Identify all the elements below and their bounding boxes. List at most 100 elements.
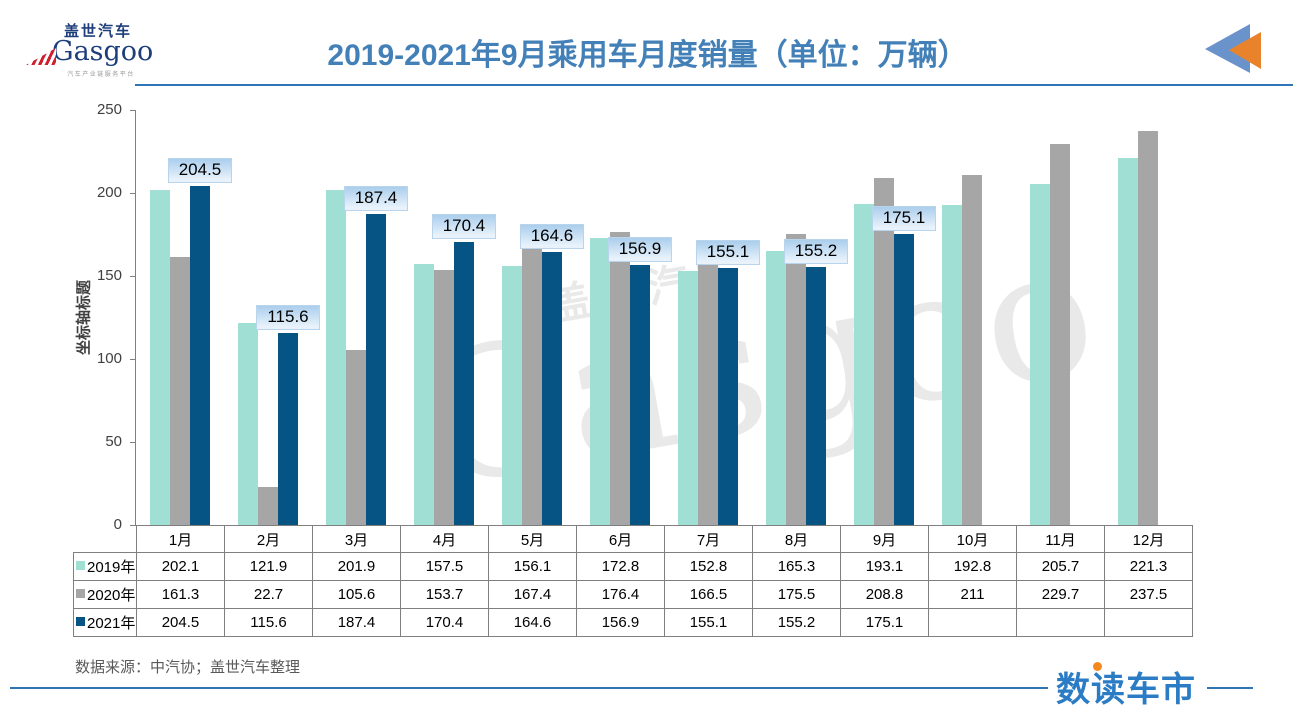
bar-2020年-3月: [346, 349, 366, 525]
sales-table: 1月 2月 3月 4月 5月 6月 7月 8月 9月 10月 11月 12月 2019年 202.1 121…: [73, 525, 1193, 637]
y-axis-line: [135, 110, 136, 525]
bar-2019年-7月: [678, 271, 698, 525]
data-label-3月: 187.4: [344, 185, 408, 211]
bar-group: [928, 110, 1016, 525]
table-month-header: 1月: [136, 525, 225, 553]
bar-2020年-12月: [1138, 130, 1158, 525]
series-legend-cell: 2020年: [73, 580, 137, 609]
y-axis-tick-label: 100: [96, 350, 122, 367]
y-axis-tick-mark: [130, 359, 136, 360]
table-value-cell: 201.9: [312, 552, 401, 581]
bar-2021年-7月: [718, 267, 738, 525]
bar-group: 115.6: [224, 110, 320, 525]
shuducheshi-logo-text: 数读车市: [1056, 671, 1196, 709]
table-value-cell: 193.1: [840, 552, 929, 581]
bar-2019年-8月: [766, 250, 786, 525]
bar-2020年-6月: [610, 232, 630, 525]
series-name: 2020年: [87, 587, 136, 604]
legend-swatch-icon: [76, 589, 85, 598]
bar-2019年-6月: [590, 238, 610, 525]
bar-2021年-6月: [630, 264, 650, 525]
table-value-cell: 156.1: [488, 552, 577, 581]
table-month-header: 10月: [928, 525, 1017, 553]
bar-2020年-1月: [170, 257, 190, 525]
table-value-cell: [928, 608, 1017, 637]
table-value-cell: 187.4: [312, 608, 401, 637]
table-value-cell: 152.8: [664, 552, 753, 581]
bar-2020年-5月: [522, 247, 542, 525]
series-legend-cell: 2019年: [73, 552, 137, 581]
table-value-cell: 105.6: [312, 580, 401, 609]
table-value-cell: 165.3: [752, 552, 841, 581]
bar-group: 155.2: [752, 110, 848, 525]
legend-swatch-icon: [76, 617, 85, 626]
table-value-cell: 172.8: [576, 552, 665, 581]
table-value-cell: 121.9: [224, 552, 313, 581]
bar-2020年-10月: [962, 174, 982, 525]
bar-2019年-4月: [414, 263, 434, 525]
bar-2020年-8月: [786, 233, 806, 525]
bar-2019年-9月: [854, 204, 874, 525]
table-value-cell: 237.5: [1104, 580, 1193, 609]
bar-group: 164.6: [488, 110, 584, 525]
table-value-cell: [1016, 608, 1105, 637]
table-value-cell: 208.8: [840, 580, 929, 609]
table-month-header: 9月: [840, 525, 929, 553]
y-axis-tick-mark: [130, 525, 136, 526]
bar-2020年-11月: [1050, 143, 1070, 525]
data-source: 数据来源：中汽协；盖世汽车整理: [75, 659, 301, 676]
table-month-header: 5月: [488, 525, 577, 553]
bar-2021年-8月: [806, 267, 826, 525]
table-value-cell: 202.1: [136, 552, 225, 581]
table-month-header: 11月: [1016, 525, 1105, 553]
y-axis-tick-label: 250: [96, 101, 122, 118]
y-axis-tick-label: 50: [105, 433, 122, 450]
table-month-header: 4月: [400, 525, 489, 553]
bar-2021年-5月: [542, 251, 562, 525]
bar-2020年-9月: [874, 178, 894, 525]
chart-title: 2019-2021年9月乘用车月度销量（单位：万辆）: [327, 39, 968, 72]
table-value-cell: [1104, 608, 1193, 637]
data-label-8月: 155.2: [784, 239, 848, 265]
bar-group: 170.4: [400, 110, 496, 525]
data-label-4月: 170.4: [432, 214, 496, 240]
bar-group: 156.9: [576, 110, 672, 525]
table-value-cell: 155.2: [752, 608, 841, 637]
table-value-cell: 157.5: [400, 552, 489, 581]
table-value-cell: 153.7: [400, 580, 489, 609]
legend-swatch-icon: [76, 561, 85, 570]
table-value-cell: 115.6: [224, 608, 313, 637]
table-month-header: 3月: [312, 525, 401, 553]
table-value-cell: 175.5: [752, 580, 841, 609]
bar-group: 187.4: [312, 110, 408, 525]
brand-orange-dot-icon: [1093, 662, 1102, 671]
bar-2019年-11月: [1030, 183, 1050, 525]
plot-area: 盖世汽车 Gasgoo 204.5115.6187.4170.4164.6156…: [136, 110, 1192, 525]
bar-2019年-3月: [326, 189, 346, 525]
table-corner-cell: [74, 526, 137, 553]
bar-2020年-2月: [258, 487, 278, 525]
table-value-cell: 176.4: [576, 580, 665, 609]
table-value-cell: 192.8: [928, 552, 1017, 581]
y-axis-tick-label: 150: [96, 267, 122, 284]
bar-2021年-1月: [190, 185, 210, 525]
table-value-cell: 205.7: [1016, 552, 1105, 581]
bar-2021年-2月: [278, 333, 298, 525]
shuducheshi-logo: 数读车市: [1056, 662, 1196, 711]
table-value-cell: 229.7: [1016, 580, 1105, 609]
bar-2019年-5月: [502, 265, 522, 525]
gasgoo-logo-row: Gasgoo: [26, 38, 176, 65]
table-value-cell: 155.1: [664, 608, 753, 637]
data-label-5月: 164.6: [520, 223, 584, 249]
bar-2019年-1月: [150, 189, 170, 525]
bar-group: [1016, 110, 1104, 525]
y-axis-title: 坐标轴标题: [75, 280, 93, 356]
gasgoo-logo-tagline: 汽车产业链服务平台: [67, 72, 135, 78]
footer-divider-left: [10, 687, 1048, 689]
bar-2020年-4月: [434, 269, 454, 525]
y-axis-tick-mark: [130, 442, 136, 443]
bar-2019年-12月: [1118, 157, 1138, 525]
data-label-7月: 155.1: [696, 239, 760, 265]
table-value-cell: 156.9: [576, 608, 665, 637]
y-axis-tick-mark: [130, 276, 136, 277]
